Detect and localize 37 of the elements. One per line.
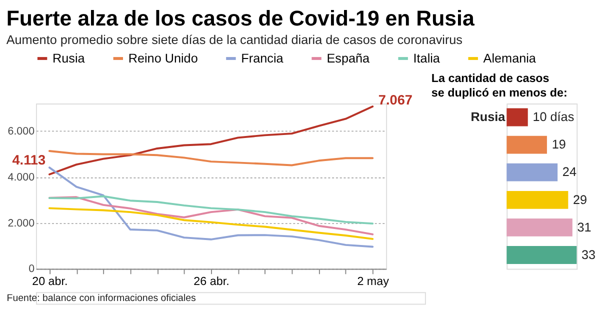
x-tick-label: 20 abr. [32, 274, 68, 288]
bar [506, 163, 558, 182]
chart-subtitle: Aumento promedio sobre siete días de la cantidad diaria de casos de coronavirus [6, 33, 462, 48]
chart-title: La cantidad de casos se duplicó en menos de: [431, 72, 568, 100]
legend-label: Rusia [52, 51, 86, 66]
data-label: 10 días [532, 110, 574, 124]
bar [506, 218, 572, 236]
source-note: Fuente: balance con informaciones oficiales [6, 292, 196, 304]
y-tick-label: 2.000 [8, 217, 35, 230]
x-tick-label: 2 may [357, 274, 390, 288]
legend-label: España [326, 51, 371, 66]
x-tick-label: 26 abr. [194, 274, 230, 288]
data-label: 24 [562, 165, 576, 180]
line-series [48, 207, 374, 240]
chart-title: Fuerte alza de los casos de Covid-19 en Rusia [6, 6, 476, 31]
legend-label: Francia [241, 51, 284, 66]
data-label: 29 [573, 192, 588, 207]
bar [506, 190, 568, 209]
legend-label: Italia [413, 51, 441, 66]
data-label: 31 [577, 220, 592, 234]
line-series [48, 150, 374, 166]
data-label: 19 [552, 138, 566, 152]
y-tick-label: 6.000 [8, 125, 35, 138]
bar [506, 136, 547, 154]
annotation: 4.113 [12, 152, 46, 168]
y-tick-label: 0 [28, 263, 35, 276]
data-label: 33 [582, 248, 596, 262]
annotation: 7.067 [378, 92, 412, 108]
line-series [48, 195, 374, 225]
legend-label: Alemania [483, 51, 537, 66]
line-series [48, 106, 374, 176]
bar [506, 246, 577, 264]
legend-label: Reino Unido [128, 51, 198, 66]
y-tick-label: 4.000 [8, 171, 35, 184]
bar [506, 108, 528, 126]
line-series [48, 196, 374, 236]
line-series [48, 166, 374, 248]
